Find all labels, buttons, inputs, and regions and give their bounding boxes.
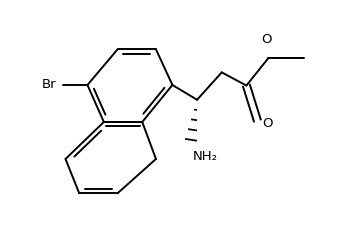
- Text: O: O: [262, 33, 272, 46]
- Text: Br: Br: [41, 79, 56, 92]
- Text: NH₂: NH₂: [193, 150, 217, 163]
- Text: O: O: [262, 117, 273, 130]
